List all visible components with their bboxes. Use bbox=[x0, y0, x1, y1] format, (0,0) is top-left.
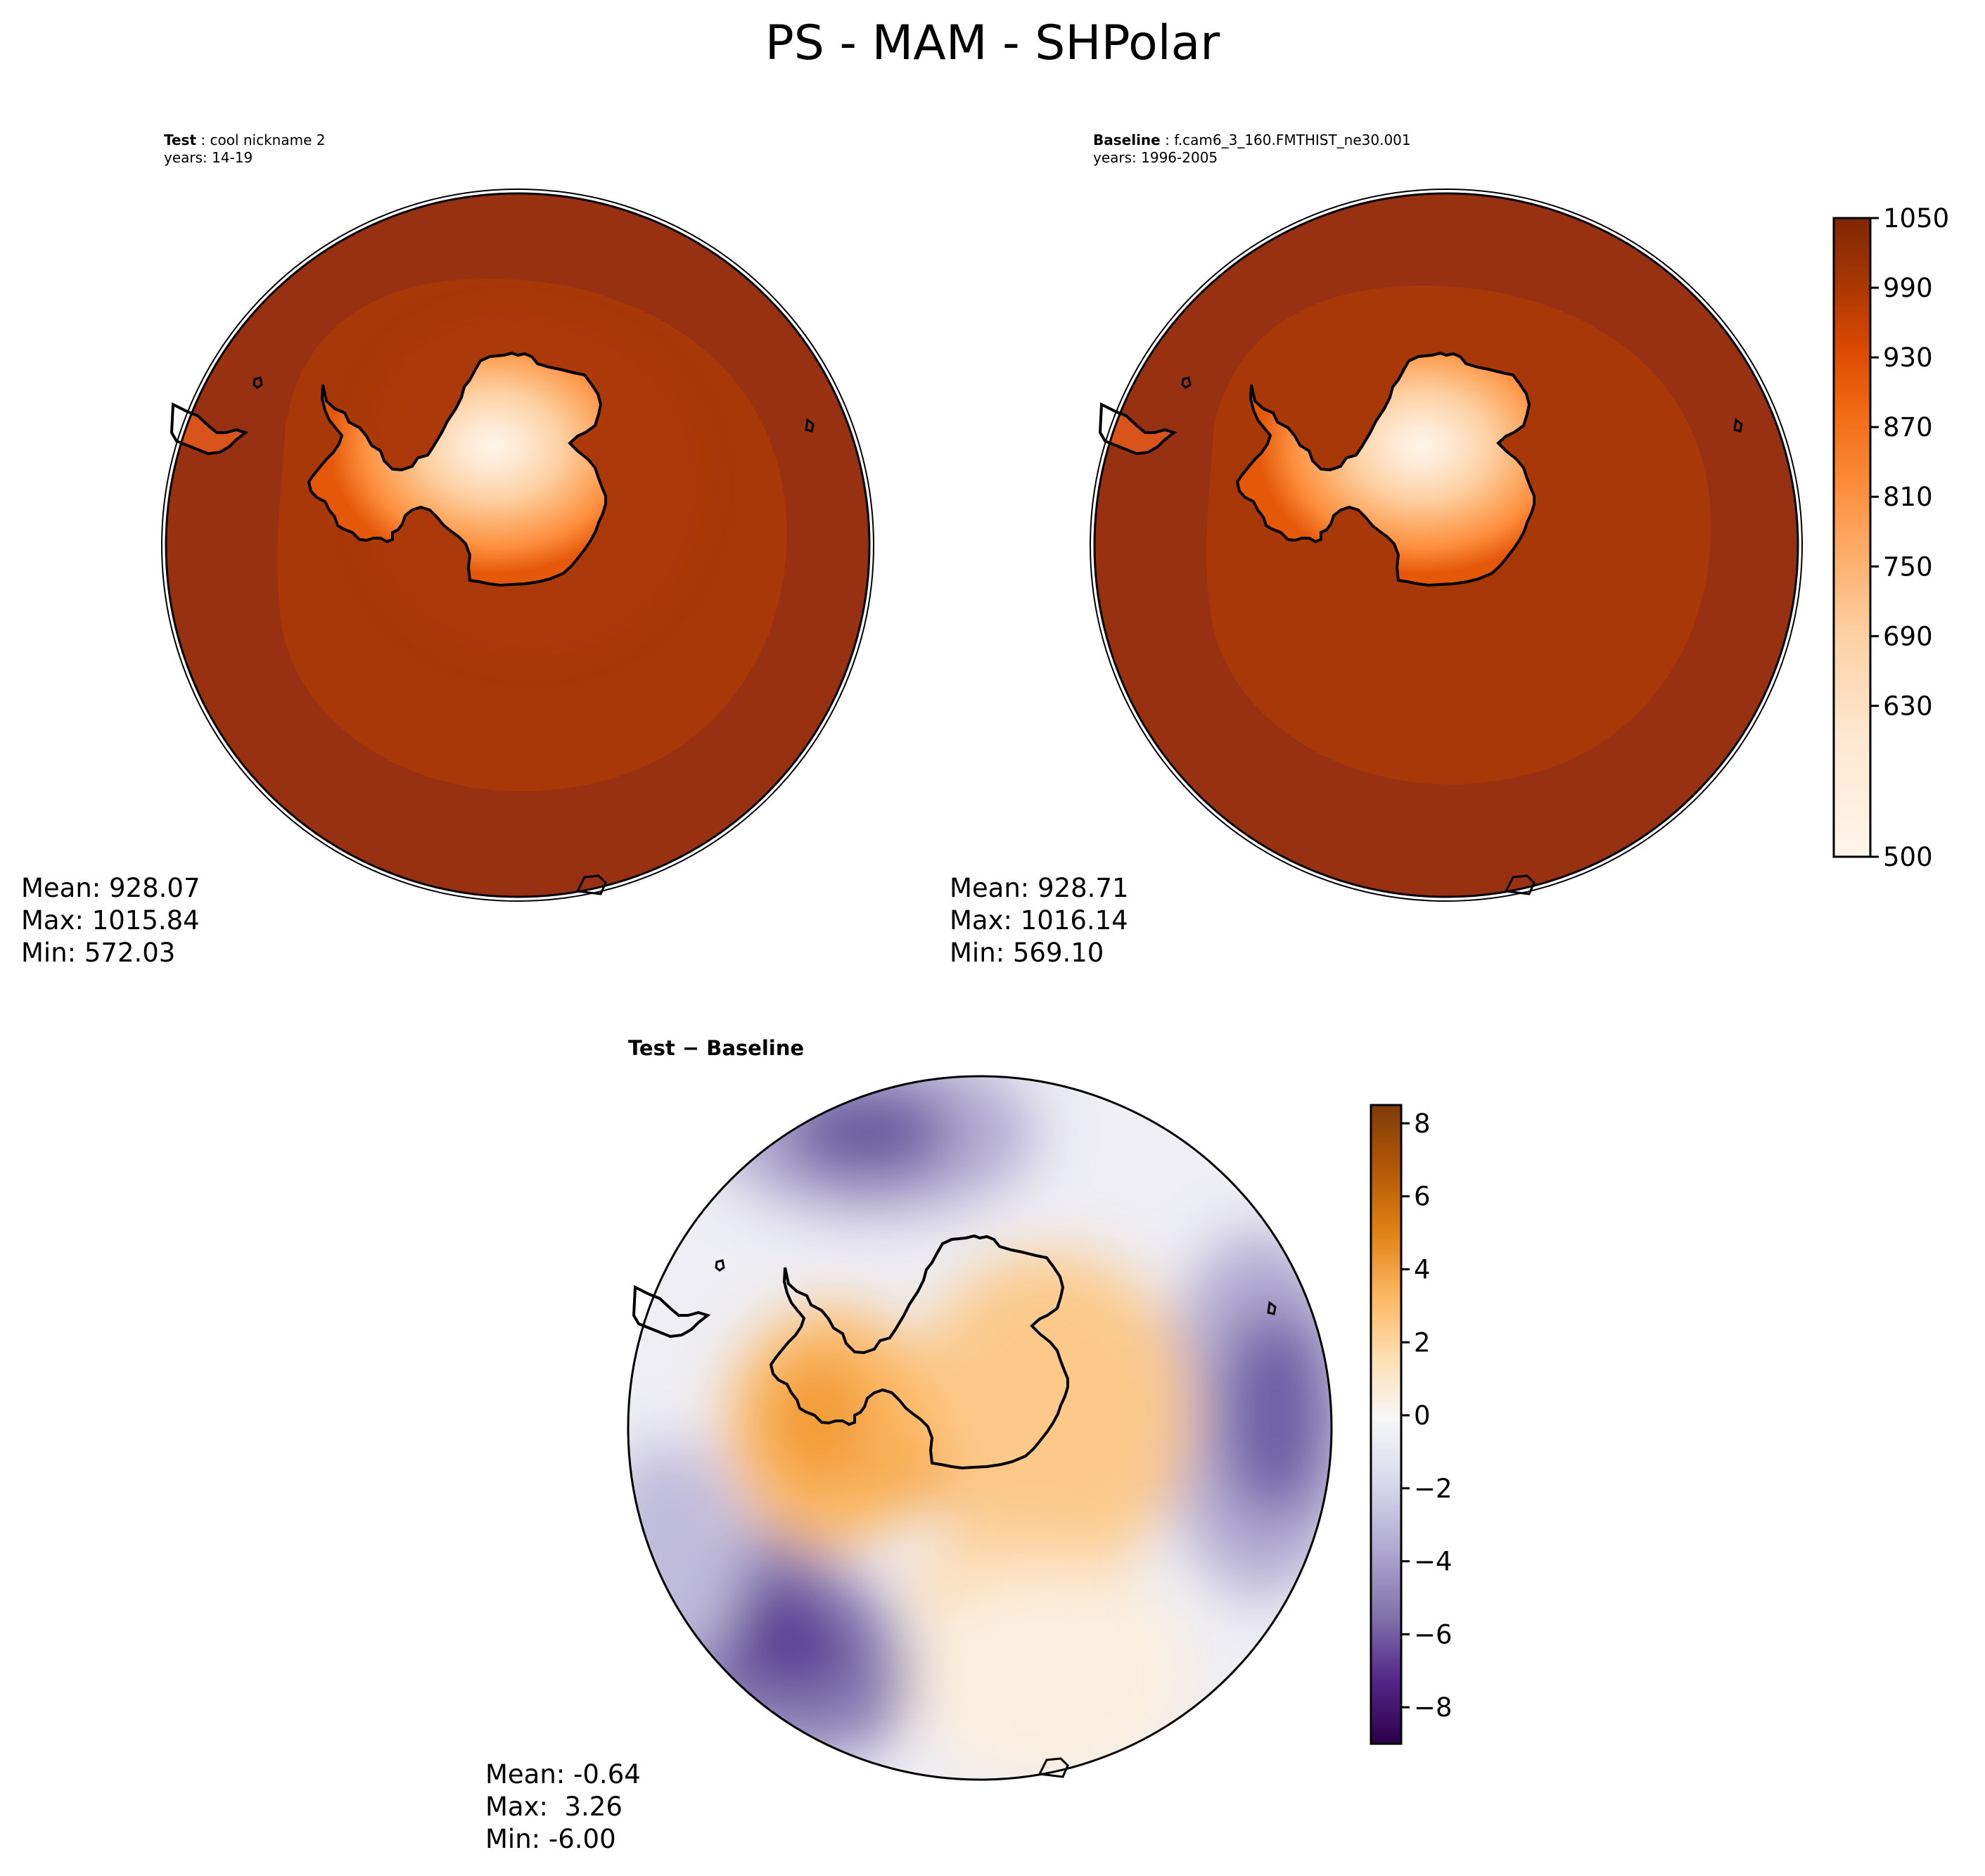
baseline-panel-title: Baseline : f.cam6_3_160.FMTHIST_ne30.001… bbox=[1093, 132, 1411, 166]
baseline-mean: Mean: 928.71 bbox=[950, 873, 1129, 903]
baseline-colorbar-tick-label: 990 bbox=[1883, 273, 1933, 303]
figure-title: PS - MAM - SHPolar bbox=[765, 15, 1220, 71]
difference-mean: Mean: -0.64 bbox=[485, 1759, 641, 1789]
baseline-stats: Mean: 928.71 Max: 1016.14 Min: 569.10 bbox=[950, 872, 1129, 969]
test-stats: Mean: 928.07 Max: 1015.84 Min: 572.03 bbox=[21, 872, 200, 969]
test-map bbox=[161, 189, 874, 902]
baseline-colorbar-tick-label: 870 bbox=[1883, 412, 1933, 442]
difference-colorbar-tick-label: −6 bbox=[1414, 1619, 1453, 1650]
baseline-colorbar-body bbox=[1832, 217, 1872, 858]
test-case-name: cool nickname 2 bbox=[210, 132, 326, 148]
baseline-colorbar-tick-label: 690 bbox=[1883, 621, 1933, 651]
baseline-map-boundary bbox=[1093, 192, 1799, 898]
test-min: Min: 572.03 bbox=[21, 938, 176, 968]
test-map-boundary bbox=[165, 192, 871, 898]
baseline-colorbar: 500 630 690 750 810 870 930 990 1050 bbox=[1832, 203, 1949, 872]
difference-min: Min: -6.00 bbox=[485, 1824, 616, 1854]
baseline-colorbar-tick-label: 810 bbox=[1883, 482, 1933, 512]
difference-colorbar: −8 −6 −4 −2 0 2 4 6 8 bbox=[1370, 1104, 1453, 1745]
difference-colorbar-tick-label: 6 bbox=[1414, 1182, 1431, 1212]
baseline-colorbar-tick-label: 930 bbox=[1883, 343, 1933, 373]
difference-colorbar-tick-label: 0 bbox=[1414, 1400, 1431, 1431]
baseline-max: Max: 1016.14 bbox=[950, 905, 1128, 936]
difference-colorbar-tick-label: −8 bbox=[1414, 1692, 1453, 1723]
baseline-colorbar-tick-label: 630 bbox=[1883, 691, 1933, 721]
difference-colorbar-body bbox=[1370, 1104, 1403, 1745]
difference-colorbar-tick-label: 8 bbox=[1414, 1109, 1431, 1139]
baseline-min: Min: 569.10 bbox=[950, 938, 1104, 968]
difference-stats: Mean: -0.64 Max: 3.26 Min: -6.00 bbox=[485, 1759, 641, 1856]
difference-panel-title: Test − Baseline bbox=[628, 1036, 805, 1060]
test-title-prefix: Test bbox=[164, 132, 197, 148]
test-max: Max: 1015.84 bbox=[21, 905, 200, 936]
baseline-colorbar-tick-label: 500 bbox=[1883, 842, 1933, 872]
difference-colorbar-tick-label: −4 bbox=[1414, 1547, 1453, 1577]
baseline-title-prefix: Baseline bbox=[1093, 132, 1161, 148]
difference-map-boundary bbox=[627, 1075, 1333, 1781]
baseline-colorbar-tick-label: 1050 bbox=[1883, 203, 1949, 234]
difference-colorbar-tick-label: 4 bbox=[1414, 1254, 1431, 1284]
baseline-years: years: 1996-2005 bbox=[1093, 149, 1218, 166]
test-panel-title: Test : cool nickname 2 years: 14-19 bbox=[164, 132, 326, 166]
difference-colorbar-tick-label: 2 bbox=[1414, 1327, 1431, 1358]
difference-map bbox=[627, 1075, 1333, 1781]
difference-colorbar-tick-label: −2 bbox=[1414, 1474, 1453, 1504]
baseline-colorbar-tick-label: 750 bbox=[1883, 551, 1933, 582]
test-mean: Mean: 928.07 bbox=[21, 873, 200, 903]
test-years: years: 14-19 bbox=[164, 149, 253, 166]
baseline-map bbox=[1090, 189, 1803, 902]
baseline-case-name: f.cam6_3_160.FMTHIST_ne30.001 bbox=[1174, 132, 1411, 148]
difference-max: Max: 3.26 bbox=[485, 1792, 623, 1822]
